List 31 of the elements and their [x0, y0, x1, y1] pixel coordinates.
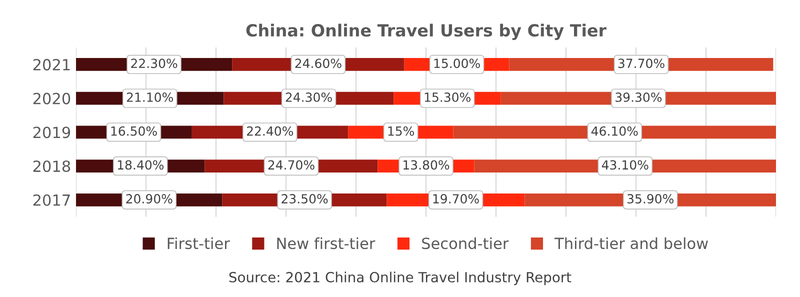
- data-label: 24.60%: [295, 58, 342, 68]
- y-tick-label: 2017: [33, 194, 70, 206]
- data-label: 13.80%: [404, 160, 450, 170]
- data-label: 20.90%: [126, 194, 172, 204]
- data-label: 24.70%: [268, 160, 314, 170]
- data-label: 35.90%: [627, 194, 674, 204]
- data-label: 19.70%: [433, 194, 479, 204]
- data-label: 37.70%: [618, 58, 664, 68]
- data-label: 39.30%: [616, 92, 662, 102]
- data-label: 23.50%: [282, 194, 328, 204]
- chart-title: China: Online Travel Users by City Tier: [246, 24, 606, 40]
- legend-label: Third-tier and below: [554, 237, 708, 250]
- y-tick-label: 2018: [33, 160, 70, 172]
- legend-label: Second-tier: [422, 237, 509, 250]
- y-tick-label: 2020: [33, 92, 70, 104]
- data-label: 22.40%: [246, 126, 294, 136]
- data-label: 22.30%: [131, 58, 178, 68]
- data-label: 18.40%: [118, 160, 164, 170]
- legend-label: New first-tier: [277, 237, 376, 250]
- data-label: 15%: [388, 126, 414, 136]
- y-tick-label: 2021: [33, 58, 70, 70]
- data-label: 46.10%: [591, 126, 638, 136]
- data-label: 15.00%: [434, 58, 480, 68]
- data-label: 43.10%: [602, 160, 648, 170]
- y-tick-label: 2019: [33, 126, 70, 138]
- data-label: 21.10%: [126, 92, 173, 102]
- legend-label: First-tier: [168, 237, 230, 250]
- data-label: 15.30%: [424, 92, 470, 102]
- source-note: Source: 2021 China Online Travel Industry Report: [229, 272, 572, 286]
- data-label: 16.50%: [111, 126, 157, 136]
- data-label: 24.30%: [286, 92, 332, 102]
